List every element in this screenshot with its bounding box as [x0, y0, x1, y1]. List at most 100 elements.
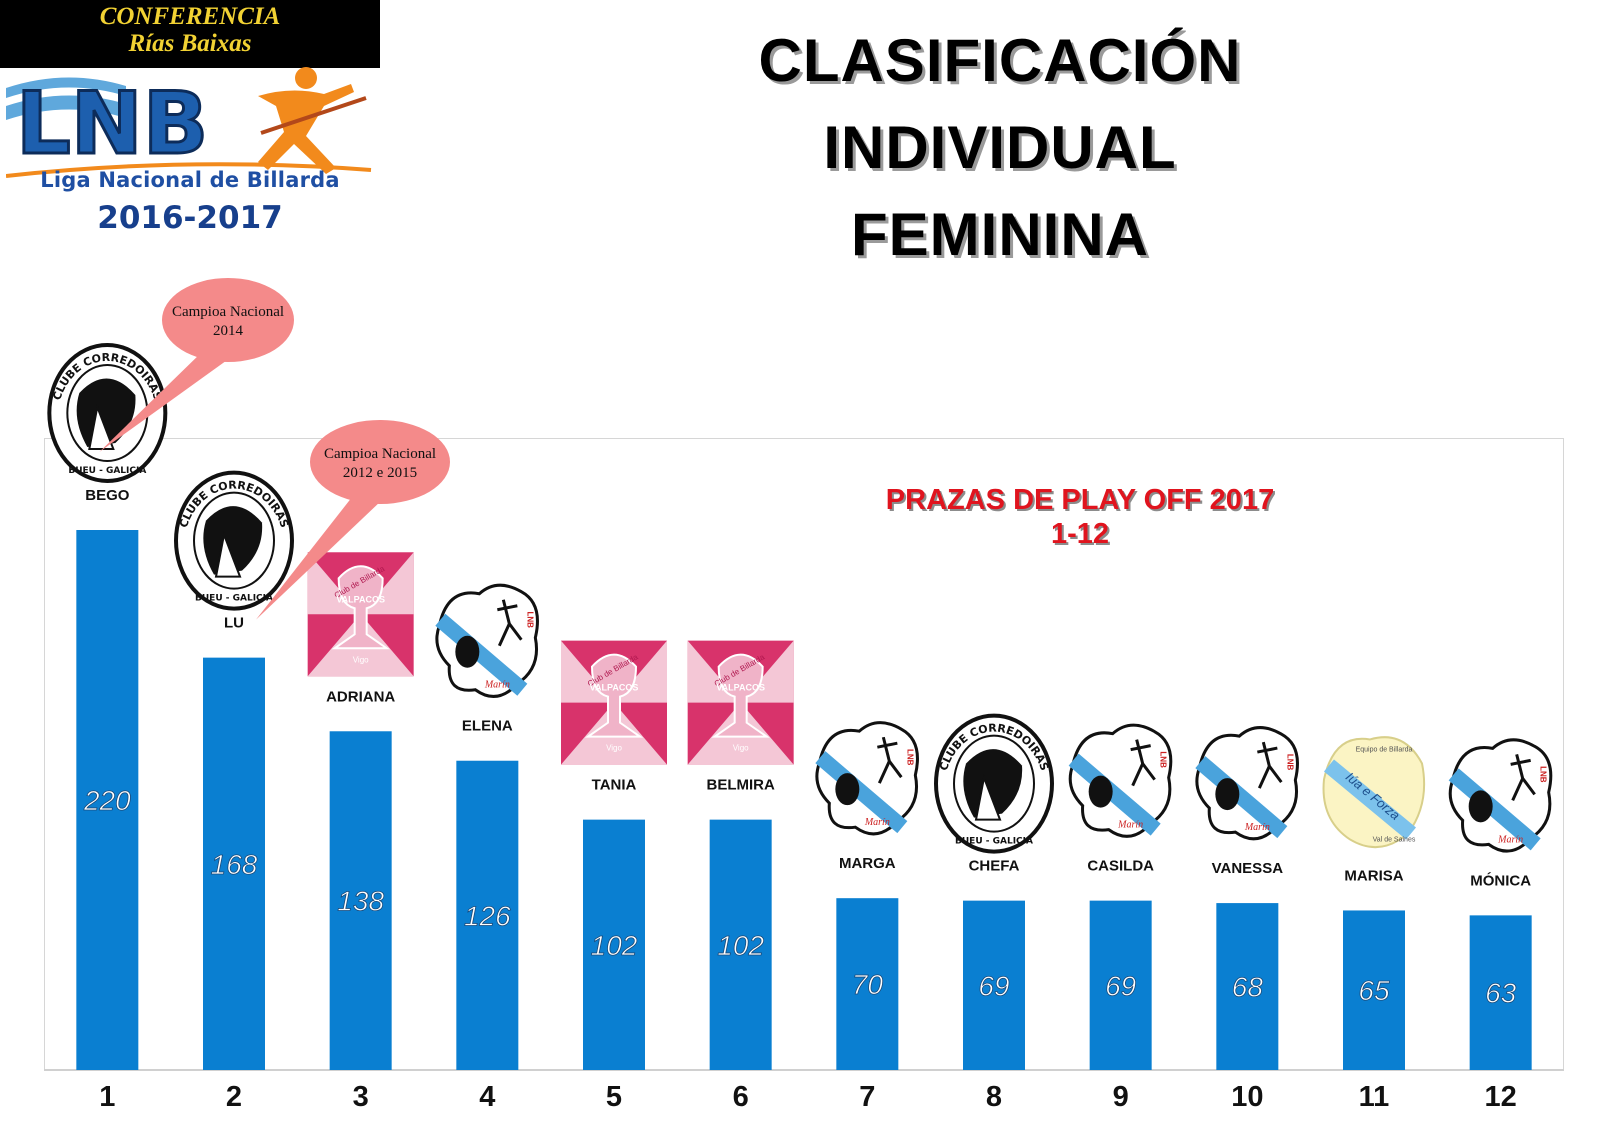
player-name-label: ADRIANA	[326, 688, 395, 705]
bar-tania	[583, 819, 645, 1070]
callout-text-line-2: 2012 e 2015	[343, 465, 417, 481]
galicia-map-outline	[435, 583, 539, 698]
plot-area	[44, 438, 1564, 1070]
callout-pointer	[256, 492, 382, 620]
bar-lu	[203, 657, 265, 1070]
bar-belmira	[709, 819, 772, 1070]
billarda-player-icon	[1257, 741, 1283, 789]
player-name-label: MARGA	[839, 855, 896, 872]
bar-value-label: 220	[83, 785, 131, 816]
bar-marga	[836, 898, 899, 1070]
bar-mónica	[1469, 915, 1532, 1070]
x-tick-label: 6	[733, 1081, 749, 1113]
bar-value-label: 102	[591, 930, 638, 961]
club-logo-shape	[1088, 775, 1113, 808]
galicia-map-outline	[815, 721, 919, 836]
bar-value-label: 70	[852, 969, 884, 1000]
bar-value-label: 69	[1105, 970, 1136, 1001]
club-logo-tag: LNB	[1539, 766, 1548, 783]
x-tick-label: 8	[986, 1081, 1002, 1113]
bar-chefa	[963, 900, 1025, 1070]
callout-bubble: Campioa Nacional 2014	[99, 278, 294, 452]
club-logo-name: Equipo de Billarda	[1356, 746, 1413, 753]
callout-text-line-1: Campioa Nacional	[172, 304, 284, 320]
club-logo-emblem	[584, 653, 644, 738]
club-logo-shape	[455, 635, 480, 668]
season-label: 2016-2017	[97, 200, 283, 236]
club-logo-city: Marín	[864, 817, 890, 828]
page-title-line-2: INDIVIDUAL	[823, 114, 1177, 181]
x-tick-label: 11	[1359, 1081, 1390, 1113]
callout-bubble: Campioa Nacional 2012 e 2015	[256, 420, 450, 620]
callout-body	[162, 278, 294, 362]
bar-value-label: 63	[1485, 978, 1517, 1009]
bar-value-label: 65	[1358, 975, 1390, 1006]
club-logo-emblem	[203, 506, 263, 575]
club-logo-stripe	[815, 751, 908, 834]
x-tick-label: 1	[99, 1081, 115, 1113]
bar-adriana	[329, 731, 392, 1070]
x-tick-label: 9	[1113, 1081, 1129, 1113]
bar-value-label: 126	[464, 900, 511, 931]
club-logo-bell	[214, 530, 242, 578]
club-logo-emblem	[76, 378, 136, 447]
bar-bego	[76, 530, 139, 1070]
page-title-line-1: CLASIFICACIÓN	[758, 27, 1242, 94]
club-logo-city: Vigo	[353, 655, 369, 664]
lnb-logo: LNB	[6, 67, 372, 178]
club-logo-shape	[1468, 790, 1493, 823]
billarda-player-icon	[1510, 754, 1536, 801]
conference-region: Rías Baixas	[128, 30, 252, 57]
player-name-label: LU	[224, 615, 244, 632]
x-tick-label: 7	[859, 1081, 875, 1113]
club-logo-bell	[88, 403, 115, 450]
club-logo-location: BUEU - GALICIA	[955, 837, 1033, 847]
club-logo-city: Marín	[1117, 820, 1143, 831]
player-name-label: ELENA	[462, 718, 513, 735]
x-tick-label: 3	[353, 1081, 369, 1113]
bar-value-label: 69	[978, 970, 1009, 1001]
playoff-annotation-range: 1-12	[1050, 518, 1110, 550]
club-logo-emblem	[963, 749, 1023, 818]
club-logo-emblem	[331, 565, 390, 650]
bar-elena	[456, 760, 519, 1070]
club-logo-marin: LNB Marín	[1068, 723, 1173, 838]
callout-text-line-2: 2014	[213, 323, 244, 339]
league-name: Liga Nacional de Billarda	[40, 168, 340, 192]
bar-value-label: 138	[337, 886, 384, 917]
player-name-label: TANIA	[592, 777, 637, 794]
conference-title: CONFERENCIA	[99, 3, 281, 30]
club-logo-stripe	[1195, 756, 1288, 839]
club-logo-stripe	[1448, 768, 1541, 851]
club-logo-tag: LNB	[905, 749, 914, 766]
galician-flag-icon	[6, 77, 126, 120]
club-logo-marin: LNB Marín	[435, 583, 539, 698]
billarda-player-icon	[1130, 739, 1156, 787]
club-logo-tag: LNB	[1159, 751, 1168, 768]
club-logo-place: Val de Saines	[1373, 836, 1416, 843]
playoff-annotation-title: PRAZAS DE PLAY OFF 2017	[885, 484, 1275, 516]
billarda-player-icon	[258, 67, 367, 174]
page-title-line-3: FEMININA	[851, 201, 1149, 268]
x-tick-label: 5	[606, 1081, 622, 1113]
callout-body	[310, 420, 450, 504]
billarda-player-icon	[877, 736, 903, 784]
player-name-label: CHEFA	[969, 858, 1020, 875]
club-logo-city: Marín	[484, 680, 510, 691]
x-tick-label: 2	[226, 1081, 242, 1113]
club-logo-tag: LNB	[1285, 754, 1294, 771]
club-logo-tag: LNB	[525, 612, 534, 629]
x-tick-label: 10	[1231, 1081, 1263, 1113]
bar-value-label: 168	[211, 849, 258, 880]
player-name-label: BEGO	[85, 487, 130, 504]
club-logo-title: VALPACOS	[716, 683, 765, 693]
callout-pointer	[99, 350, 230, 452]
player-name-label: MÓNICA	[1470, 871, 1531, 889]
